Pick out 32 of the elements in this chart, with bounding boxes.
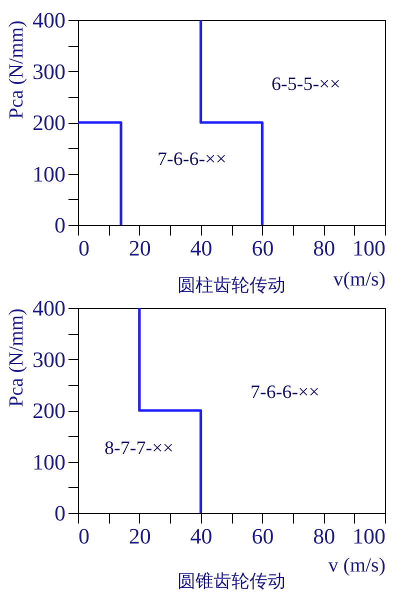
x-tick-label: 80: [313, 524, 336, 548]
text: 圆锥齿轮传动: [178, 571, 286, 591]
y-tick-label: 0: [54, 500, 66, 526]
x-axis-title: v(m/s): [333, 268, 386, 290]
x-tick-label: 40: [190, 236, 212, 260]
y-tick-label: 300: [32, 58, 66, 84]
y-tick-label: 0: [54, 212, 66, 238]
x-axis-title: v (m/s): [328, 554, 386, 576]
y-tick-label: 200: [32, 398, 66, 423]
y-axis-title: Pca (N/mm): [6, 20, 28, 119]
x-tick-label: 0: [78, 236, 90, 260]
y-tick-label: 200: [32, 110, 66, 135]
y-tick-label: 400: [32, 8, 66, 32]
y-tick-label: 100: [32, 161, 66, 186]
x-tick-label: 80: [313, 236, 336, 260]
text: 圆柱齿轮传动: [178, 275, 286, 295]
x-tick-label: 0: [78, 524, 90, 548]
y-tick-label: 100: [32, 449, 66, 474]
y-axis-title: Pca (N/mm): [6, 308, 28, 407]
x-tick-label: 40: [190, 524, 212, 548]
y-tick-label: 300: [32, 346, 66, 372]
annotation: 6-5-5-××: [272, 74, 340, 95]
y-tick-label: 400: [32, 296, 66, 320]
x-tick-label: 60: [252, 236, 274, 260]
annotation: 7-6-6-××: [250, 382, 320, 403]
x-tick-label: 100: [352, 236, 386, 260]
x-tick-label: 100: [352, 524, 386, 548]
x-tick-label: 60: [252, 524, 274, 548]
x-tick-label: 20: [128, 236, 151, 260]
annotation: 7-6-6-××: [158, 149, 226, 170]
annotation: 8-7-7-××: [104, 438, 174, 459]
x-tick-label: 20: [128, 524, 151, 548]
